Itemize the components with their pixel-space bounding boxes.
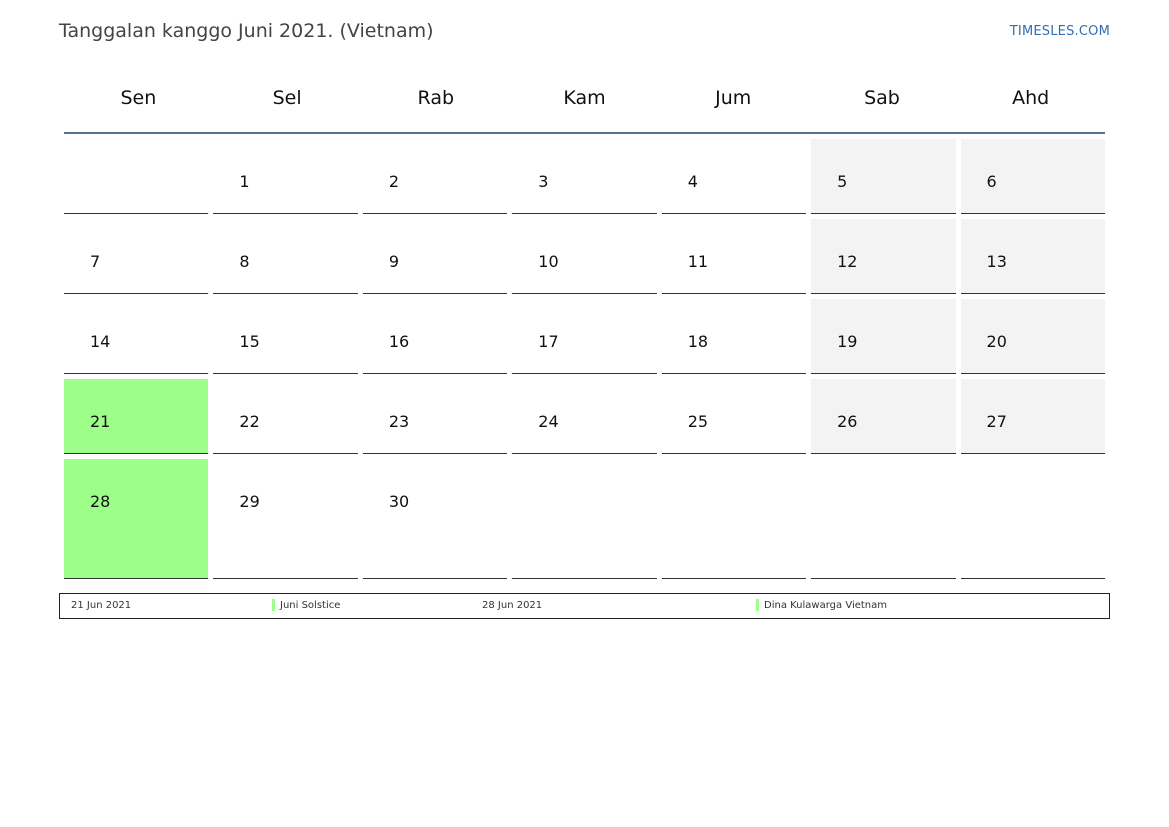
calendar-grid: Sen Sel Rab Kam Jum Sab Ahd 1 2 3 4 5 6 … bbox=[64, 60, 1105, 579]
legend-date: 28 Jun 2021 bbox=[482, 600, 543, 611]
page-title: Tanggalan kanggo Juni 2021. (Vietnam) bbox=[59, 20, 434, 42]
day-cell[interactable]: 17 bbox=[512, 294, 657, 374]
day-cell[interactable]: 15 bbox=[213, 294, 358, 374]
week-row: 21 22 23 24 25 26 27 bbox=[64, 374, 1105, 454]
day-cell[interactable]: 16 bbox=[362, 294, 508, 374]
day-number: 10 bbox=[538, 252, 559, 271]
week-row: 7 8 9 10 11 12 13 bbox=[64, 214, 1105, 294]
day-cell-weekend[interactable]: 13 bbox=[960, 214, 1105, 294]
day-number: 17 bbox=[538, 332, 559, 351]
day-cell-holiday[interactable]: 21 bbox=[64, 374, 209, 454]
day-cell[interactable]: 14 bbox=[64, 294, 209, 374]
day-number: 12 bbox=[837, 252, 858, 271]
day-number: 9 bbox=[388, 252, 400, 271]
day-cell[interactable]: 10 bbox=[512, 214, 657, 294]
week-row: 28 29 30 bbox=[64, 454, 1105, 579]
day-cell-weekend[interactable]: 20 bbox=[960, 294, 1105, 374]
day-number: 22 bbox=[239, 412, 260, 431]
weekday-tue: Sel bbox=[272, 87, 302, 109]
day-cell[interactable]: 25 bbox=[661, 374, 807, 454]
day-cell-weekend[interactable]: 12 bbox=[811, 214, 956, 294]
day-cell-empty bbox=[64, 134, 209, 214]
day-number: 1 bbox=[239, 172, 250, 191]
day-number: 7 bbox=[90, 252, 101, 271]
day-number: 28 bbox=[90, 492, 111, 511]
weekday-thu: Kam bbox=[563, 87, 606, 109]
legend-holiday-name: Juni Solstice bbox=[280, 600, 341, 611]
legend-date: 21 Jun 2021 bbox=[71, 600, 132, 611]
day-number: 2 bbox=[388, 172, 400, 191]
day-number: 6 bbox=[986, 172, 997, 191]
legend-color-marker bbox=[756, 599, 759, 611]
week-row: 1 2 3 4 5 6 bbox=[64, 134, 1105, 214]
day-cell[interactable]: 18 bbox=[661, 294, 807, 374]
day-cell-weekend[interactable]: 26 bbox=[811, 374, 956, 454]
day-number: 23 bbox=[388, 412, 410, 431]
legend-color-marker bbox=[272, 599, 275, 611]
day-number: 3 bbox=[538, 172, 549, 191]
weekday-sun: Ahd bbox=[1012, 87, 1050, 109]
day-cell[interactable]: 9 bbox=[362, 214, 508, 294]
day-cell[interactable]: 7 bbox=[64, 214, 209, 294]
day-number: 18 bbox=[687, 332, 709, 351]
day-number: 30 bbox=[388, 492, 410, 511]
day-number: 16 bbox=[388, 332, 410, 351]
weekday-fri: Jum bbox=[715, 87, 752, 109]
day-cell[interactable]: 24 bbox=[512, 374, 657, 454]
day-cell[interactable]: 22 bbox=[213, 374, 358, 454]
day-cell[interactable]: 29 bbox=[213, 454, 358, 579]
day-number: 14 bbox=[90, 332, 111, 351]
day-cell-weekend[interactable]: 27 bbox=[960, 374, 1105, 454]
day-cell-weekend[interactable]: 19 bbox=[811, 294, 956, 374]
day-cell[interactable]: 8 bbox=[213, 214, 358, 294]
day-number: 20 bbox=[986, 332, 1007, 351]
day-number: 5 bbox=[837, 172, 848, 191]
weekday-wed: Rab bbox=[417, 87, 455, 109]
day-number: 27 bbox=[986, 412, 1007, 431]
day-cell[interactable]: 23 bbox=[362, 374, 508, 454]
day-number: 19 bbox=[837, 332, 858, 351]
week-row: 14 15 16 17 18 19 20 bbox=[64, 294, 1105, 374]
day-cell[interactable]: 3 bbox=[512, 134, 657, 214]
day-cell[interactable]: 4 bbox=[661, 134, 807, 214]
legend-holiday-name: Dina Kulawarga Vietnam bbox=[764, 600, 888, 611]
day-cell[interactable]: 11 bbox=[661, 214, 807, 294]
weekday-header: Sen Sel Rab Kam Jum Sab Ahd bbox=[64, 60, 1105, 134]
day-cell[interactable]: 1 bbox=[213, 134, 358, 214]
day-cell-holiday[interactable]: 28 bbox=[64, 454, 209, 579]
day-cell-empty bbox=[512, 454, 657, 579]
day-number: 8 bbox=[239, 252, 250, 271]
day-cell-weekend[interactable]: 6 bbox=[960, 134, 1105, 214]
day-number: 25 bbox=[687, 412, 709, 431]
day-number: 29 bbox=[239, 492, 260, 511]
day-cell-empty bbox=[960, 454, 1105, 579]
day-number: 21 bbox=[90, 412, 111, 431]
day-cell-empty bbox=[661, 454, 807, 579]
day-number: 13 bbox=[986, 252, 1007, 271]
holiday-legend: 21 Jun 2021 Juni Solstice 28 Jun 2021 Di… bbox=[59, 593, 1110, 619]
day-number: 4 bbox=[687, 172, 698, 191]
day-number: 15 bbox=[239, 332, 260, 351]
weekday-sat: Sab bbox=[864, 87, 900, 109]
brand-link[interactable]: TIMESLES.COM bbox=[1009, 24, 1110, 39]
day-cell-empty bbox=[811, 454, 956, 579]
day-number: 26 bbox=[837, 412, 858, 431]
day-number: 11 bbox=[687, 252, 709, 271]
day-cell-weekend[interactable]: 5 bbox=[811, 134, 956, 214]
weekday-mon: Sen bbox=[120, 87, 157, 109]
day-cell[interactable]: 30 bbox=[362, 454, 508, 579]
day-cell[interactable]: 2 bbox=[362, 134, 508, 214]
day-number: 24 bbox=[538, 412, 559, 431]
